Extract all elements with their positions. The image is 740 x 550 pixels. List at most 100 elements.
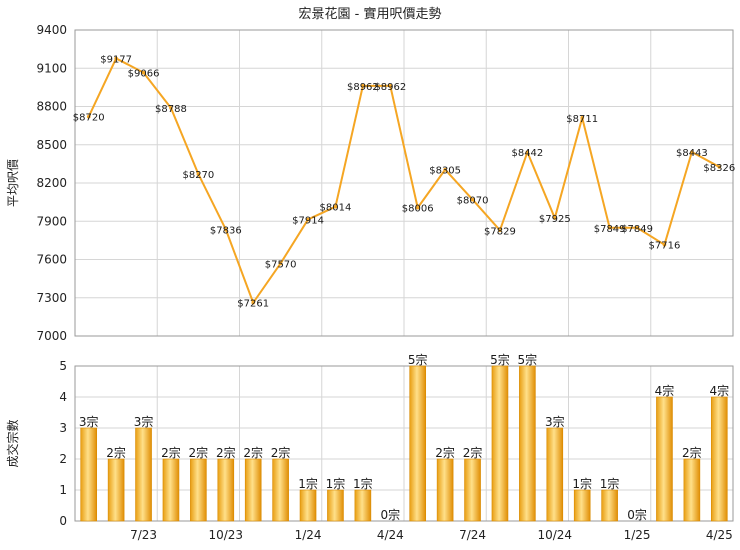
price-data-label: $8711 [566, 114, 598, 125]
x-tick-label: 7/24 [459, 528, 486, 542]
volume-data-label: 4宗 [709, 383, 729, 398]
price-point [278, 261, 283, 266]
x-tick-label: 1/25 [624, 528, 651, 542]
price-tick-label: 8800 [36, 100, 67, 114]
volume-tick-label: 0 [59, 514, 67, 528]
price-tick-label: 7600 [36, 253, 67, 267]
price-data-label: $7716 [649, 241, 681, 252]
price-tick-label: 8200 [36, 176, 67, 190]
price-data-label: $7261 [237, 299, 269, 310]
price-point [251, 300, 256, 305]
volume-data-label: 1宗 [326, 476, 346, 491]
price-point [169, 106, 173, 110]
price-point [690, 150, 694, 154]
volume-data-label: 1宗 [353, 476, 373, 491]
volume-bar [162, 458, 180, 522]
price-point [196, 172, 201, 176]
volume-data-label: 2宗 [435, 445, 455, 460]
price-point [525, 150, 530, 154]
volume-data-label: 2宗 [189, 445, 209, 460]
price-point [580, 116, 585, 120]
volume-y-axis-label: 成交宗數 [5, 419, 20, 467]
volume-bar [217, 458, 235, 522]
volume-bar [299, 489, 317, 522]
volume-tick-label: 2 [59, 452, 67, 466]
price-data-label: $8006 [402, 204, 434, 215]
price-data-label: $8962 [374, 82, 406, 93]
price-data-label: $8962 [347, 82, 379, 93]
price-point [223, 227, 228, 232]
volume-bar [573, 489, 591, 522]
volume-tick-label: 3 [59, 421, 67, 435]
price-point [86, 114, 91, 119]
price-data-label: $8070 [457, 196, 489, 207]
price-y-axis-label: 平均呎價 [6, 159, 20, 207]
volume-data-label: 5宗 [490, 352, 510, 367]
price-point [717, 165, 722, 169]
volume-panel: 0 1 2 3 4 5 成交宗數 3宗 2宗 3宗 2宗 2宗 2宗 2宗 2宗 1宗 1宗 1宗 0宗 5宗 2宗 2宗… [5, 352, 734, 542]
volume-bar [107, 458, 125, 522]
x-tick-label: 4/24 [377, 528, 404, 542]
volume-bar [272, 458, 289, 522]
volume-data-label: 2宗 [682, 445, 702, 460]
price-data-label: $7836 [210, 225, 242, 236]
volume-tick-label: 4 [59, 390, 67, 404]
price-point [635, 225, 639, 230]
volume-bar [546, 427, 564, 522]
volume-data-label: 0宗 [380, 507, 400, 522]
price-data-label: $8326 [703, 163, 735, 174]
volume-data-label: 2宗 [243, 445, 263, 460]
price-point [470, 197, 475, 202]
volume-data-label: 2宗 [216, 445, 236, 460]
price-data-label: $7570 [265, 259, 297, 270]
volume-bar [710, 396, 728, 522]
volume-bar [409, 365, 427, 522]
volume-bar [80, 427, 98, 522]
price-data-label: $8720 [73, 113, 105, 124]
price-tick-label: 7300 [36, 291, 67, 305]
price-panel: 7000 7300 7600 7900 8200 8500 8800 9100 9400 平均呎價… [6, 23, 735, 343]
volume-data-label: 3宗 [79, 414, 99, 429]
volume-data-label: 2宗 [463, 445, 483, 460]
volume-bar [354, 489, 372, 522]
volume-data-label: 2宗 [161, 445, 181, 460]
x-tick-label: 4/25 [706, 528, 733, 542]
volume-bar [464, 458, 481, 522]
price-data-label: $8443 [676, 148, 708, 159]
price-data-label: $7829 [484, 226, 516, 237]
volume-data-label: 2宗 [106, 445, 126, 460]
price-data-label: $9066 [128, 69, 160, 80]
x-tick-label: 10/24 [537, 528, 572, 542]
price-data-label: $8442 [511, 148, 543, 159]
volume-data-label: 3宗 [134, 414, 154, 429]
price-point [662, 242, 667, 247]
price-plot-frame [74, 29, 734, 337]
volume-data-label: 0宗 [627, 507, 647, 522]
x-tick-label: 10/23 [208, 528, 243, 542]
volume-bar [190, 458, 207, 522]
price-data-label: $7914 [292, 215, 324, 226]
price-tick-label: 7000 [36, 329, 67, 343]
price-point [443, 167, 447, 172]
price-tick-label: 9400 [36, 23, 67, 37]
volume-data-label: 5宗 [408, 352, 428, 367]
price-tick-label: 7900 [36, 214, 67, 228]
volume-tick-label: 1 [59, 483, 67, 497]
volume-data-label: 5宗 [518, 352, 538, 367]
volume-bar [491, 365, 509, 522]
volume-bar [683, 458, 701, 522]
volume-bar [135, 427, 152, 522]
price-point [607, 225, 612, 230]
volume-bar [436, 458, 454, 522]
price-data-label: $8014 [320, 203, 352, 214]
price-tick-label: 8500 [36, 138, 67, 152]
price-data-label: $8788 [155, 104, 187, 115]
price-data-label: $7849 [621, 224, 653, 235]
x-tick-label: 7/23 [130, 528, 157, 542]
price-tick-label: 9100 [36, 61, 67, 75]
price-data-label: $7925 [539, 214, 571, 225]
price-point [306, 217, 310, 222]
volume-bar [244, 458, 262, 522]
volume-data-label: 3宗 [545, 414, 565, 429]
